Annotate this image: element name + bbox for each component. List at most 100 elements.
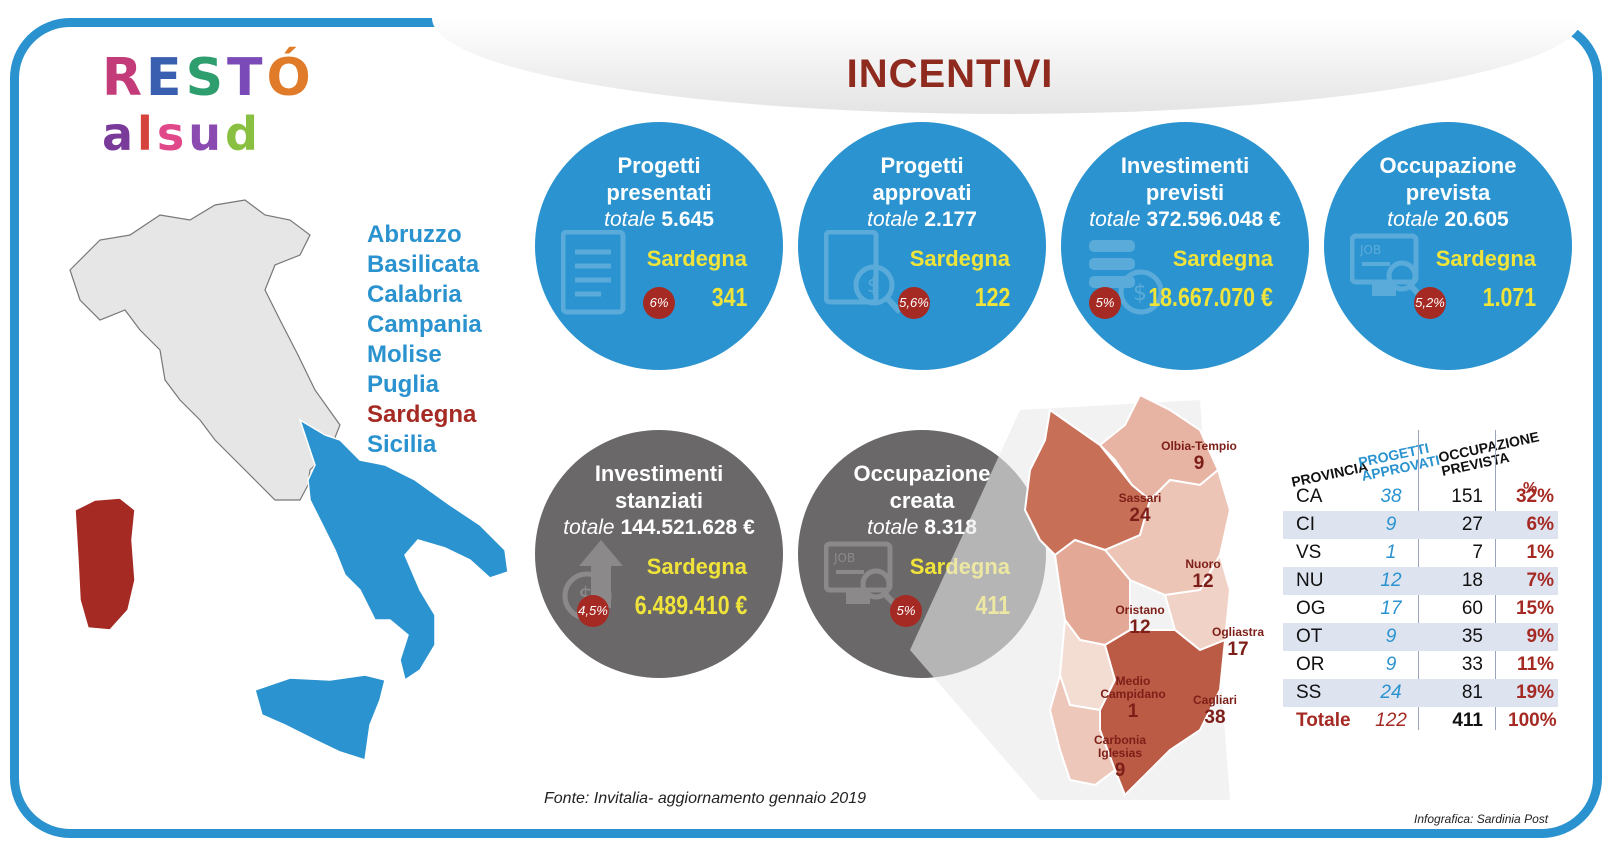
job-search-icon: JOB [823, 538, 904, 629]
province-label-sassari: Sassari 24 [1118, 491, 1162, 527]
svg-text:$: $ [867, 273, 880, 297]
table-row: SS 24 81 19% [1283, 679, 1558, 707]
stat-value: 341 [711, 282, 747, 312]
stat-region: Sardegna [646, 246, 747, 271]
document-search-icon: $ [823, 229, 904, 321]
stat-share-badge: 5% [890, 595, 922, 627]
resto-al-sud-logo: RESTÓ alsud [102, 50, 317, 175]
stat-region: Sardegna [1172, 246, 1273, 271]
region-list: Abruzzo Basilicata Calabria Campania Mol… [367, 220, 482, 460]
stat-total: totale 372.596.048 € [1089, 208, 1281, 231]
cell-provincia: OG [1296, 598, 1326, 619]
source-note: Fonte: Invitalia- aggiornamento gennaio … [544, 790, 866, 807]
svg-text:JOB: JOB [833, 551, 855, 565]
stat-title: Occupazione creata [853, 461, 991, 513]
stat-share-badge: 5% [1089, 287, 1121, 319]
stat-title: Occupazione prevista [1379, 153, 1517, 205]
header-pct: % [1523, 480, 1538, 497]
logo-line-1: RESTÓ [102, 48, 315, 108]
cell-progetti: 12 [1380, 570, 1402, 591]
stat-region: Sardegna [1435, 246, 1536, 271]
cell-provincia: CI [1296, 514, 1315, 535]
cell-pct: 11% [1517, 654, 1554, 675]
cell-pct: 6% [1526, 514, 1554, 535]
cell-provincia: Totale [1296, 710, 1351, 731]
cell-pct: 32% [1515, 486, 1554, 507]
cell-progetti: 122 [1375, 710, 1407, 731]
stat-circle: Progetti presentati totale 5.645 Sardegna 6%… [535, 122, 783, 370]
cell-provincia: NU [1296, 570, 1324, 591]
credit-note: Infografica: Sardinia Post [1414, 812, 1549, 826]
region-item: Calabria [367, 281, 462, 308]
stat-circle: JOB Occupazione prevista totale 20.605 Sarde… [1324, 122, 1572, 370]
province-carbonia-iglesias [1048, 671, 1117, 787]
stat-value: 18.667.070 € [1148, 282, 1273, 312]
cell-progetti: 17 [1380, 598, 1402, 619]
province-label-carbonia-iglesias: Carbonia Iglesias 9 [1093, 733, 1146, 782]
cell-occupazione: 27 [1461, 514, 1483, 535]
province-label-cagliari: Cagliari 38 [1192, 693, 1237, 729]
province-label-ogliastra: Ogliastra 17 [1211, 625, 1265, 661]
region-item: Basilicata [367, 251, 480, 278]
stat-circle: $ Progetti approvati totale 2.177 Sardegna 5,… [798, 122, 1046, 370]
stat-title: Progetti presentati [606, 153, 712, 205]
stat-value: 122 [974, 282, 1010, 312]
stat-title: Investimenti stanziati [594, 461, 724, 513]
svg-text:$: $ [1133, 281, 1147, 306]
cell-provincia: VS [1296, 542, 1322, 563]
stat-title: Progetti approvati [872, 153, 972, 205]
province-label-nuoro: Nuoro 12 [1185, 557, 1221, 593]
cell-provincia: OT [1296, 626, 1323, 647]
cell-progetti: 9 [1385, 654, 1397, 675]
cell-provincia: SS [1296, 682, 1322, 703]
table-row: OT 9 35 9% [1283, 623, 1558, 651]
table-row: CA 38 151 32% [1283, 483, 1558, 511]
italy-map [69, 199, 509, 761]
stat-region: Sardegna [909, 246, 1010, 271]
logo-line-2: alsud [102, 107, 262, 161]
cell-occupazione: 151 [1451, 486, 1483, 507]
cell-pct: 100% [1508, 710, 1557, 731]
region-item: Puglia [367, 371, 440, 398]
province-label-medio-campidano: Medio Campidano 1 [1100, 674, 1166, 723]
table-row: VS 1 7 1% [1283, 539, 1558, 567]
region-item: Sicilia [367, 431, 437, 458]
cell-progetti: 9 [1385, 514, 1397, 535]
province-label-oristano: Oristano 12 [1115, 603, 1165, 639]
stat-total: totale 20.605 [1387, 208, 1509, 231]
table-total-row: Totale 122 411 100% [1283, 707, 1558, 735]
table-row: NU 12 18 7% [1283, 567, 1558, 595]
cell-occupazione: 411 [1452, 710, 1483, 731]
region-item: Abruzzo [367, 221, 462, 248]
cell-pct: 9% [1526, 626, 1554, 647]
cell-occupazione: 7 [1472, 542, 1483, 563]
cell-occupazione: 35 [1461, 626, 1483, 647]
cell-pct: 7% [1526, 570, 1554, 591]
italy-north-center [69, 199, 341, 501]
stat-share-badge: 4,5% [577, 595, 609, 627]
cell-pct: 15% [1515, 598, 1554, 619]
document-icon [560, 229, 641, 321]
table-row: CI 9 27 6% [1283, 511, 1558, 539]
cell-pct: 19% [1515, 682, 1554, 703]
stat-share-badge: 6% [643, 287, 675, 319]
page-title: INCENTIVI [846, 52, 1054, 96]
stat-circle: $ Investimenti previsti totale 372.596.048 … [1061, 122, 1309, 370]
cell-occupazione: 81 [1461, 682, 1483, 703]
cell-progetti: 1 [1385, 542, 1397, 563]
region-item: Molise [367, 341, 442, 368]
province-label-olbia-tempio: Olbia-Tempio 9 [1161, 439, 1237, 475]
cell-occupazione: 33 [1461, 654, 1483, 675]
svg-text:JOB: JOB [1359, 243, 1381, 257]
stat-share-badge: 5,2% [1414, 287, 1446, 319]
cell-pct: 1% [1526, 542, 1554, 563]
stat-value: 6.489.410 € [634, 590, 747, 620]
stat-total: totale 5.645 [604, 208, 714, 231]
cell-occupazione: 60 [1461, 598, 1483, 619]
cell-occupazione: 18 [1461, 570, 1483, 591]
cell-progetti: 24 [1380, 682, 1402, 703]
cell-progetti: 9 [1385, 626, 1397, 647]
coins-icon: $ [1087, 230, 1167, 321]
stat-value: 1.071 [1482, 282, 1536, 312]
